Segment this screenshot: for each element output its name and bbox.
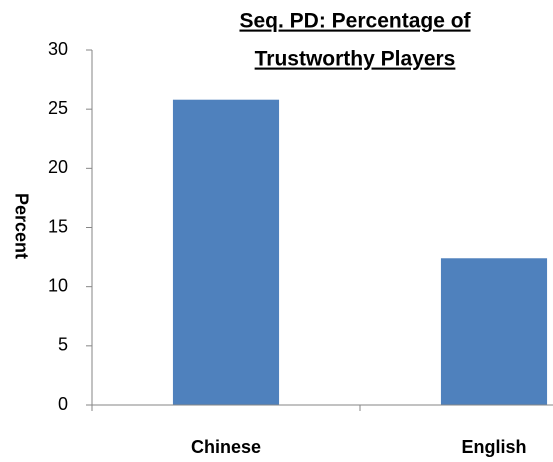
bar [172, 99, 280, 405]
y-tick-label: 25 [48, 98, 68, 118]
x-tick-label: Chinese [191, 437, 261, 457]
chart-title: Trustworthy Players [255, 48, 456, 71]
y-tick-label: 5 [58, 335, 68, 355]
y-tick-label: 20 [48, 157, 68, 177]
y-tick-label: 30 [48, 39, 68, 59]
y-tick-label: 10 [48, 275, 68, 295]
y-axis-label: Percent [11, 193, 31, 259]
chart-title: Seq. PD: Percentage of [239, 10, 471, 33]
bar [440, 258, 548, 405]
y-tick-label: 0 [58, 394, 68, 414]
y-tick-label: 15 [48, 216, 68, 236]
x-tick-label: English [461, 437, 526, 457]
